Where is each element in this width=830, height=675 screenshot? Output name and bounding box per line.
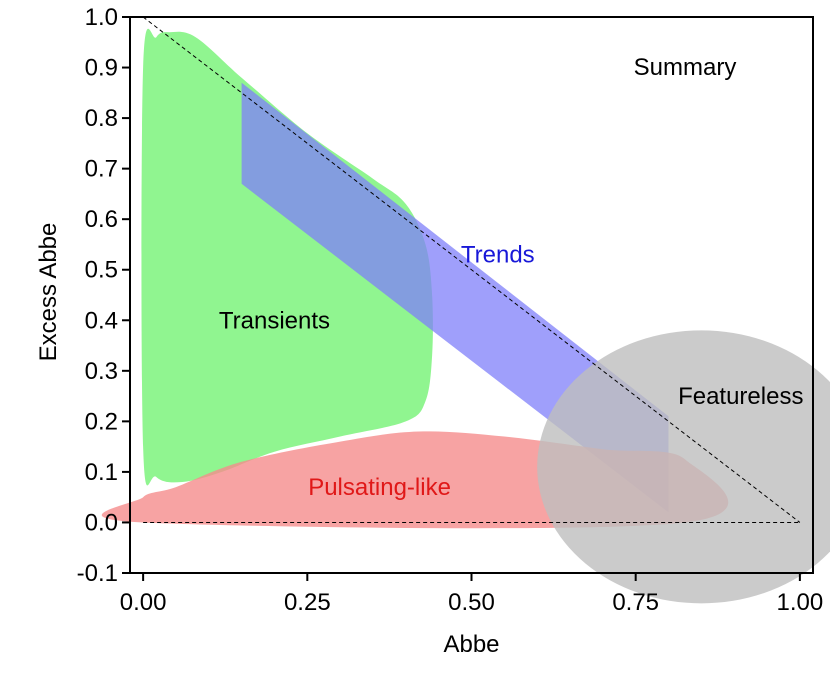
- y-tick-label: -0.1: [77, 560, 118, 587]
- x-tick-label: 0.75: [612, 589, 659, 616]
- transients-label: Transients: [219, 307, 330, 334]
- x-tick-label: 1.00: [777, 589, 824, 616]
- pulsating-like-label: Pulsating-like: [308, 474, 451, 501]
- y-tick-label: 0.4: [85, 307, 118, 334]
- ticks-layer: 0.00 0.25 0.50 0.75 1.00 -0.1 0.0 0.1 0.2 0.3 0.4 0…: [77, 4, 824, 616]
- featureless-region: [537, 330, 830, 604]
- y-tick-label: 0.0: [85, 509, 118, 536]
- y-tick-label: 1.0: [85, 4, 118, 31]
- y-tick-label: 0.8: [85, 105, 118, 132]
- featureless-label: Featureless: [678, 383, 803, 410]
- trends-label: Trends: [461, 242, 535, 269]
- region-labels-layer: Transients Trends Pulsating-like Featureles…: [219, 242, 804, 502]
- reference-line-1: [142, 16, 801, 523]
- y-tick-label: 0.1: [85, 459, 118, 486]
- regions-layer: [101, 28, 830, 604]
- y-axis-title: Excess Abbe: [35, 223, 62, 362]
- y-tick-label: 0.5: [85, 257, 118, 284]
- y-tick-label: 0.6: [85, 206, 118, 233]
- y-tick-label: 0.9: [85, 55, 118, 82]
- x-axis-title: Abbe: [443, 631, 499, 658]
- x-tick-label: 0.25: [284, 589, 331, 616]
- y-tick-label: 0.2: [85, 408, 118, 435]
- reference-lines-layer: [142, 16, 801, 523]
- y-tick-label: 0.3: [85, 358, 118, 385]
- x-tick-label: 0.50: [448, 589, 495, 616]
- y-tick-label: 0.7: [85, 156, 118, 183]
- x-tick-label: 0.00: [120, 589, 167, 616]
- chart-title: Summary: [634, 54, 737, 81]
- transients-region: [141, 28, 433, 486]
